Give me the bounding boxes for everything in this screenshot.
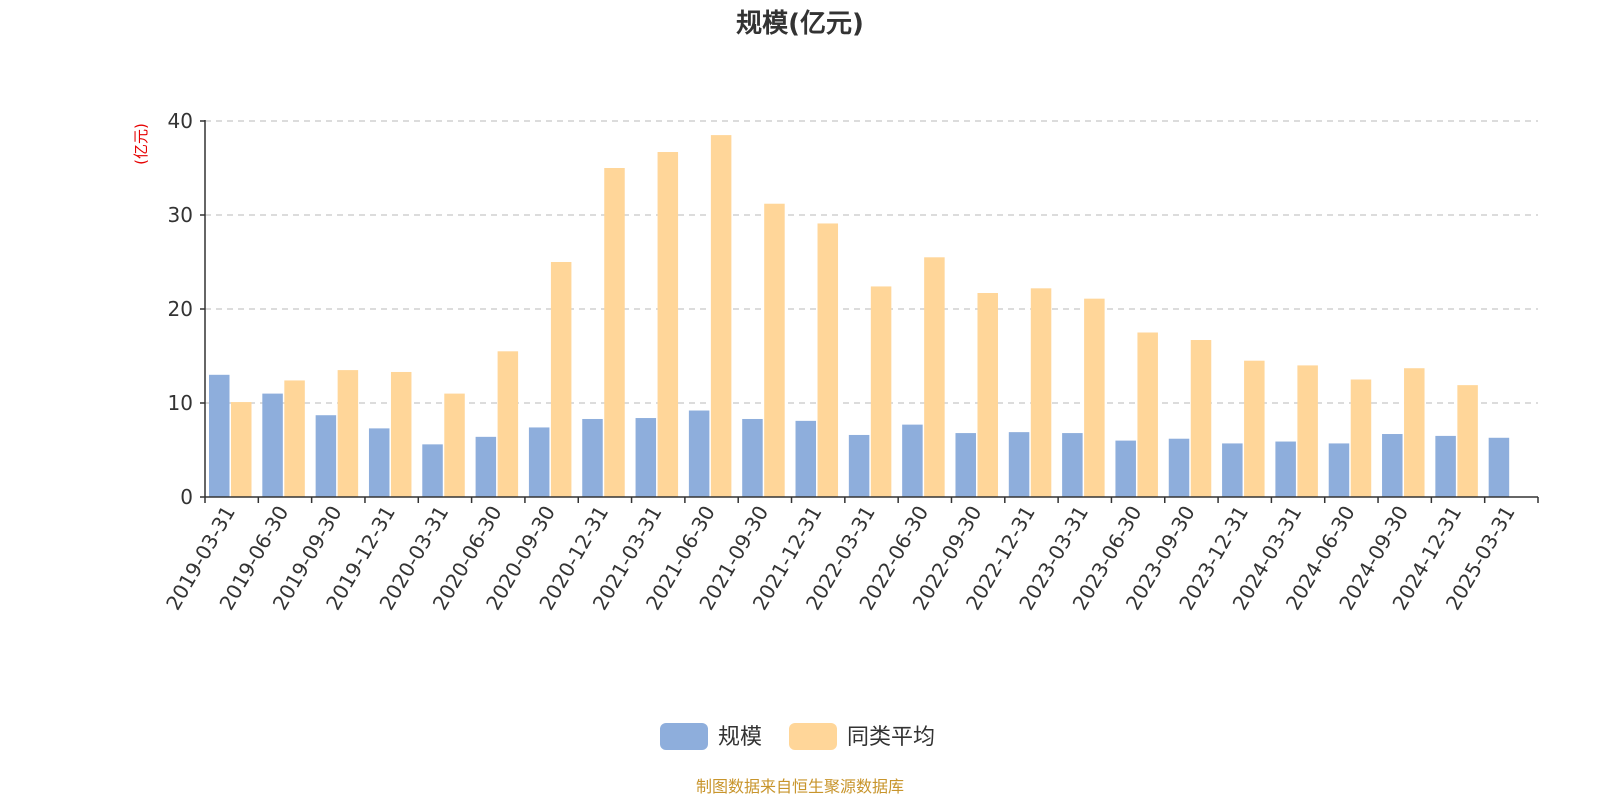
bar-category-average[interactable] bbox=[1030, 288, 1052, 497]
bars bbox=[209, 135, 1510, 498]
bar-scale[interactable] bbox=[1488, 437, 1510, 497]
data-source-note: 制图数据来自恒生聚源数据库 bbox=[696, 777, 904, 796]
axes bbox=[200, 120, 1539, 503]
bar-category-average[interactable] bbox=[1350, 379, 1372, 498]
bar-category-average[interactable] bbox=[337, 370, 359, 497]
y-tick-label: 40 bbox=[168, 109, 193, 133]
bar-scale[interactable] bbox=[1222, 443, 1243, 497]
bar-category-average[interactable] bbox=[444, 393, 465, 497]
bar-category-average[interactable] bbox=[1457, 385, 1478, 497]
bar-scale[interactable] bbox=[209, 374, 230, 497]
bar-scale[interactable] bbox=[795, 420, 817, 497]
y-axis-unit-label: (亿元) bbox=[132, 123, 150, 165]
bar-category-average[interactable] bbox=[764, 203, 785, 497]
bar-category-average[interactable] bbox=[1404, 368, 1425, 497]
bar-scale[interactable] bbox=[635, 418, 657, 497]
legend-swatch-scale[interactable] bbox=[660, 723, 708, 750]
bar-scale[interactable] bbox=[742, 418, 763, 497]
bar-category-average[interactable] bbox=[924, 257, 945, 497]
legend-label-category-average[interactable]: 同类平均 bbox=[847, 725, 935, 750]
legend-swatch-category-average[interactable] bbox=[789, 723, 837, 750]
bar-scale[interactable] bbox=[1008, 432, 1030, 497]
y-tick-label: 0 bbox=[180, 485, 193, 509]
bar-scale[interactable] bbox=[688, 410, 710, 497]
bar-scale[interactable] bbox=[315, 415, 337, 497]
bar-scale[interactable] bbox=[1275, 441, 1296, 497]
legend: 规模 同类平均 bbox=[660, 723, 935, 750]
y-tick-label: 30 bbox=[168, 203, 193, 227]
bar-category-average[interactable] bbox=[390, 371, 412, 497]
bar-scale[interactable] bbox=[422, 444, 443, 497]
bar-scale[interactable] bbox=[955, 433, 976, 497]
bar-category-average[interactable] bbox=[497, 351, 519, 497]
bar-scale[interactable] bbox=[902, 424, 923, 497]
bar-category-average[interactable] bbox=[284, 380, 305, 497]
bar-category-average[interactable] bbox=[710, 135, 732, 497]
bar-category-average[interactable] bbox=[1084, 298, 1105, 497]
bar-category-average[interactable] bbox=[550, 262, 572, 497]
bar-scale[interactable] bbox=[1328, 443, 1350, 497]
bar-category-average[interactable] bbox=[1244, 360, 1265, 497]
bar-category-average[interactable] bbox=[657, 152, 679, 497]
y-tick-labels: 0 10 20 30 40 bbox=[168, 109, 193, 509]
bar-category-average[interactable] bbox=[870, 286, 892, 497]
bar-scale[interactable] bbox=[1435, 435, 1456, 497]
bar-scale[interactable] bbox=[1382, 434, 1403, 497]
bar-scale[interactable] bbox=[848, 434, 870, 497]
bar-scale[interactable] bbox=[1062, 433, 1083, 497]
legend-label-scale[interactable]: 规模 bbox=[718, 725, 762, 750]
bar-scale[interactable] bbox=[262, 393, 283, 497]
bar-scale[interactable] bbox=[1168, 438, 1190, 497]
bar-scale[interactable] bbox=[475, 436, 497, 497]
bar-category-average[interactable] bbox=[1297, 365, 1318, 497]
bar-scale[interactable] bbox=[368, 428, 390, 497]
bar-scale[interactable] bbox=[582, 418, 603, 497]
bar-category-average[interactable] bbox=[1190, 340, 1212, 497]
bar-scale[interactable] bbox=[528, 427, 550, 497]
y-tick-label: 10 bbox=[168, 391, 193, 415]
y-tick-label: 20 bbox=[168, 297, 193, 321]
gridlines bbox=[205, 120, 1538, 404]
bar-scale[interactable] bbox=[1115, 440, 1136, 497]
bar-category-average[interactable] bbox=[1137, 332, 1158, 498]
x-tick-labels: 2019-03-312019-06-302019-09-302019-12-31… bbox=[161, 502, 1520, 615]
bar-category-average[interactable] bbox=[977, 293, 998, 497]
bar-category-average[interactable] bbox=[604, 168, 625, 497]
bar-category-average[interactable] bbox=[817, 223, 839, 497]
chart-title: 规模(亿元) bbox=[736, 9, 864, 39]
bar-category-average[interactable] bbox=[231, 402, 252, 497]
